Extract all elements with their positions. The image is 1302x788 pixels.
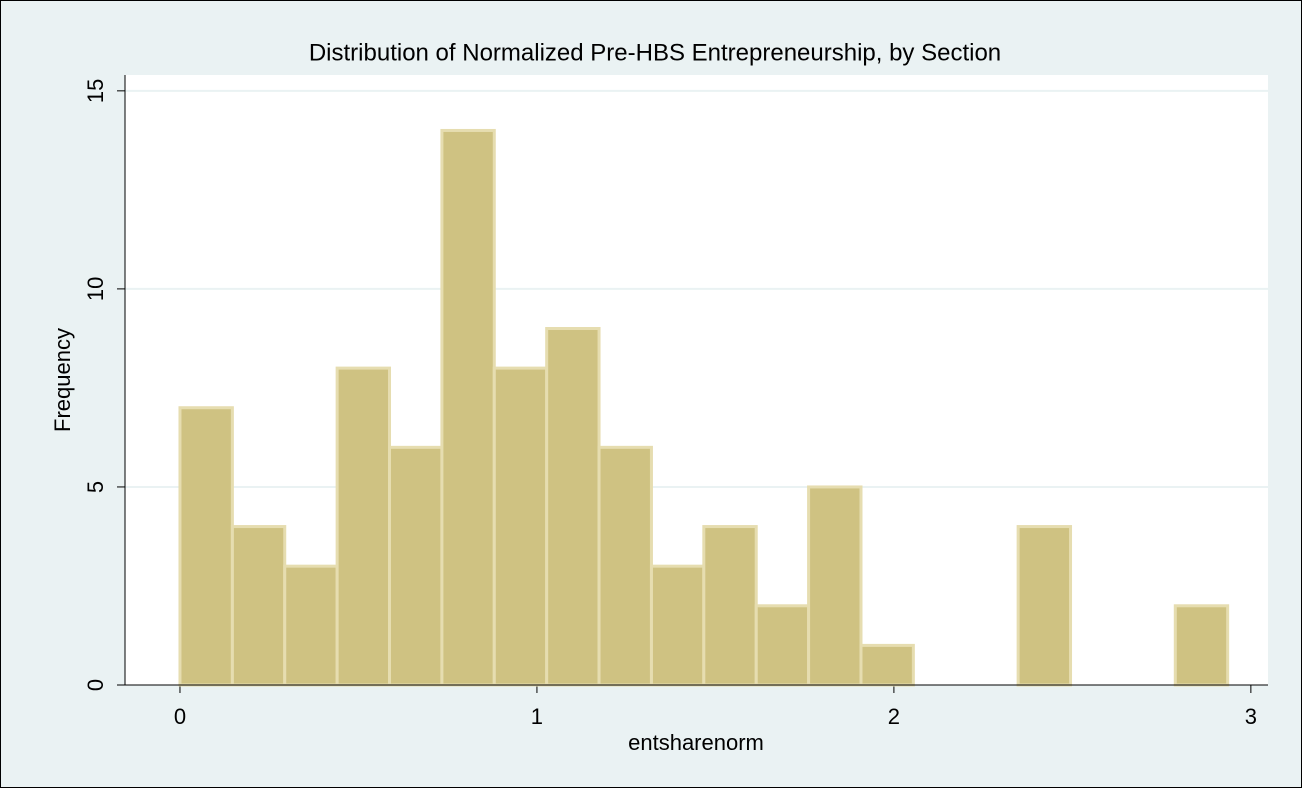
bar xyxy=(597,445,653,687)
bar xyxy=(283,564,339,687)
y-tick-label: 10 xyxy=(83,277,108,301)
y-tick-label: 15 xyxy=(83,79,108,103)
y-tick-label: 0 xyxy=(83,679,108,691)
bar xyxy=(545,327,601,687)
x-tick-label: 0 xyxy=(174,704,186,729)
y-axis-label: Frequency xyxy=(50,328,75,432)
bar xyxy=(1016,525,1073,687)
bar xyxy=(440,128,496,687)
x-tick-label: 1 xyxy=(531,704,543,729)
bar xyxy=(1173,604,1230,687)
bar xyxy=(807,485,863,687)
bar xyxy=(492,366,549,687)
x-tick-label: 3 xyxy=(1245,704,1257,729)
bar xyxy=(335,366,392,687)
bar xyxy=(178,406,234,687)
bar xyxy=(649,564,706,687)
bar xyxy=(702,525,758,687)
bar xyxy=(754,604,811,687)
bar xyxy=(388,445,444,687)
x-tick-label: 2 xyxy=(888,704,900,729)
chart-title: Distribution of Normalized Pre-HBS Entre… xyxy=(309,39,1001,66)
bar xyxy=(859,643,915,687)
bar xyxy=(230,525,287,687)
x-axis-label: entsharenorm xyxy=(628,730,764,755)
y-tick-label: 5 xyxy=(83,481,108,493)
